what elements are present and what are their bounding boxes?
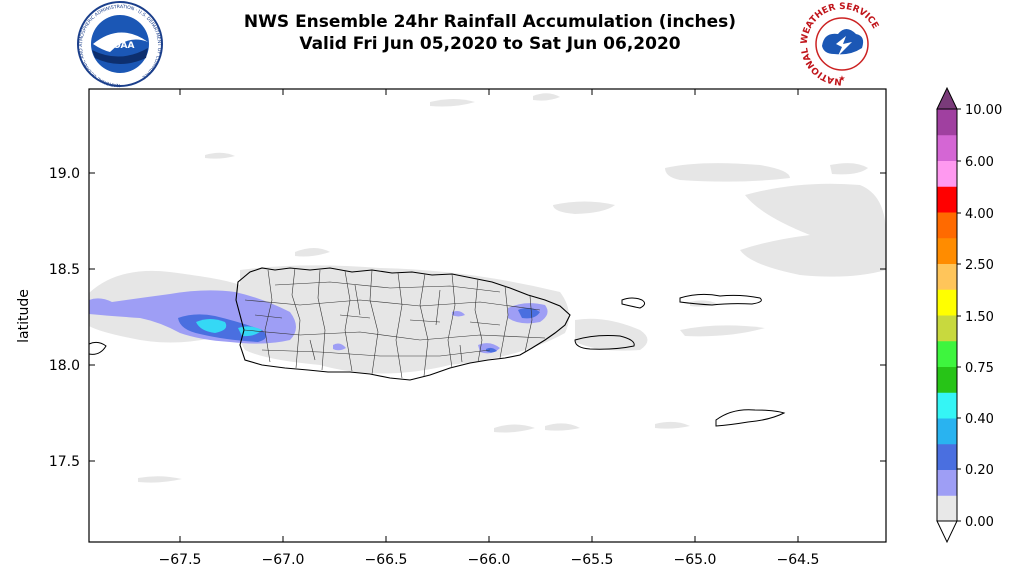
colorbar-segment	[937, 495, 957, 522]
colorbar-tick-label: 2.50	[965, 258, 994, 273]
vieques-island	[574, 335, 635, 350]
colorbar-segment	[937, 443, 957, 470]
colorbar-segment	[937, 366, 957, 393]
x-tick-label: −65.5	[571, 552, 614, 568]
map-title: NWS Ensemble 24hr Rainfall Accumulation …	[243, 12, 737, 32]
colorbar-tick-label: 0.40	[965, 412, 994, 427]
colorbar-extend-top	[936, 86, 958, 110]
map-frame	[88, 88, 887, 543]
colorbar-tick-label: 0.75	[965, 361, 994, 376]
colorbar-segment	[937, 263, 957, 290]
puerto-rico-outline	[235, 267, 571, 381]
x-tick-label: −67.0	[262, 552, 305, 568]
nws-logo: NATIONAL WEATHER SERVICE ★	[800, 2, 884, 86]
colorbar-segment	[937, 340, 957, 367]
colorbar-legend: 10.00 6.00 4.00 2.50 1.50 0.75 0.40 0.20 0.00	[936, 86, 1002, 544]
noaa-logo-text: NOAA	[106, 41, 135, 51]
colorbar-segment	[937, 469, 957, 496]
colorbar-tick-label: 4.00	[965, 207, 994, 222]
colorbar-segment	[937, 160, 957, 187]
colorbar-segment	[937, 392, 957, 419]
colorbar-tick-label: 6.00	[965, 155, 994, 170]
map-panel: 19.0 18.5 18.0 17.5 −67.5 −67.0 −66.5 −6…	[16, 88, 887, 568]
colorbar-segment	[937, 315, 957, 342]
x-tick-label: −66.5	[365, 552, 408, 568]
colorbar-segment	[937, 134, 957, 161]
x-ticks	[179, 89, 799, 542]
mona-island	[88, 341, 107, 355]
y-ticks	[89, 172, 886, 462]
valid-period-subtitle: Valid Fri Jun 05,2020 to Sat Jun 06,2020	[299, 34, 681, 54]
x-tick-label: −65.0	[674, 552, 717, 568]
culebra-island	[621, 297, 646, 309]
y-tick-label: 19.0	[49, 166, 80, 182]
x-tick-label: −67.5	[159, 552, 202, 568]
y-axis-label: latitude	[16, 289, 32, 343]
y-tick-label: 17.5	[49, 454, 80, 470]
colorbar-segment	[937, 418, 957, 445]
x-tick-label: −66.0	[468, 552, 511, 568]
y-tick-label: 18.5	[49, 262, 80, 278]
noaa-logo: NOAA NATIONAL OCEANIC AND ATMOSPHERIC AD…	[77, 1, 163, 88]
x-tick-label: −64.5	[777, 552, 820, 568]
colorbar-tick-label: 0.20	[965, 463, 994, 478]
colorbar-frame	[936, 108, 958, 522]
colorbar-tick-label: 10.00	[965, 103, 1002, 118]
islands	[88, 293, 786, 427]
colorbar-segment	[937, 289, 957, 316]
svg-text:★: ★	[838, 74, 845, 83]
municipality-boundaries	[243, 267, 546, 379]
colorbar-extend-bottom	[936, 520, 958, 544]
colorbar-tick-label: 0.00	[965, 515, 994, 530]
colorbar-segment	[937, 212, 957, 239]
colorbar-segment	[937, 186, 957, 213]
colorbar-segment	[937, 237, 957, 264]
y-tick-label: 18.0	[49, 358, 80, 374]
st-croix-island	[715, 409, 786, 427]
colorbar-segment	[937, 109, 957, 136]
colorbar-tick-label: 1.50	[965, 310, 994, 325]
virgin-islands-north	[679, 293, 762, 306]
